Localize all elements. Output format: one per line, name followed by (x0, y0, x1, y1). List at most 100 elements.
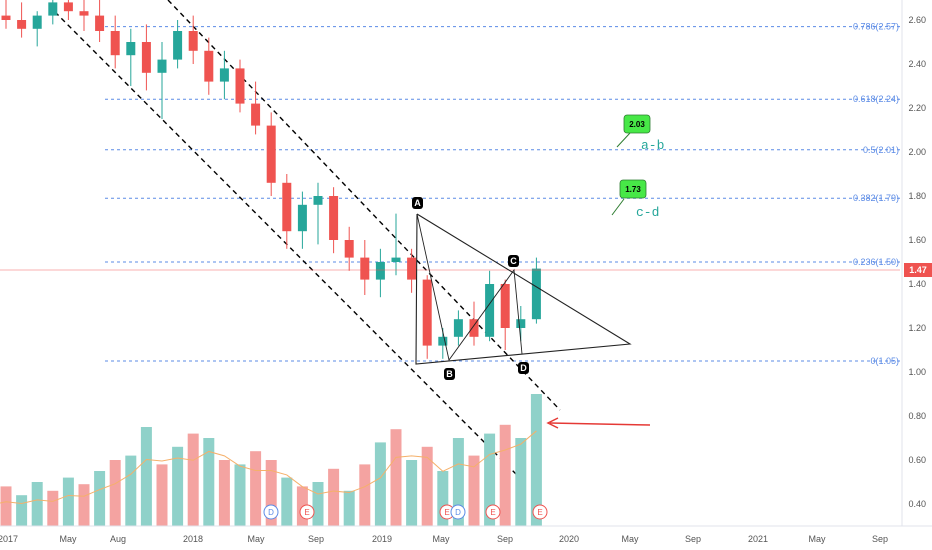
abcd-path (416, 213, 523, 362)
x-tick-label: 2020 (559, 534, 579, 544)
channel-lower-line (54, 11, 521, 479)
volume-bar (0, 486, 12, 526)
candle-body (157, 59, 167, 73)
volume-bar (515, 438, 527, 526)
candle-body (344, 240, 354, 258)
event-marker[interactable] (532, 504, 548, 520)
x-axis: 2017 May Aug 2018 May Sep 2019 May Sep 2020 May Sep… (0, 534, 888, 544)
x-tick-label: May (432, 534, 450, 544)
candle-body (516, 319, 526, 328)
y-tick-label: 1.60 (908, 235, 926, 245)
candle-body (1, 15, 11, 20)
candle-body (422, 279, 432, 346)
y-tick-label: 1.20 (908, 323, 926, 333)
volume-bar (250, 451, 262, 526)
y-tick-label: 1.40 (908, 279, 926, 289)
candle-body (79, 11, 89, 16)
wave-label-cd: c-d (636, 205, 659, 220)
event-marker-text: E (444, 508, 449, 517)
point-b-text: B (446, 369, 453, 379)
y-tick-label: 2.20 (908, 103, 926, 113)
callout-ab-text: 2.03 (629, 120, 645, 129)
candle-body (110, 31, 120, 56)
volume-bar (421, 446, 433, 526)
volume-bar (499, 424, 511, 526)
candle-body (204, 50, 214, 82)
volume-bar (31, 482, 43, 526)
volume-bar (156, 464, 168, 526)
candle-body (95, 15, 105, 31)
triangle-outline (415, 213, 632, 365)
volume-moving-average (0, 430, 537, 505)
callout-ab-pointer (616, 132, 631, 148)
candle-body (407, 257, 417, 280)
y-tick-label: 0.80 (908, 411, 926, 421)
x-tick-label: Sep (685, 534, 701, 544)
callout-ab-box (623, 114, 651, 134)
point-A-label: A (412, 197, 423, 209)
volume-bar (452, 438, 464, 526)
volume-bar (374, 442, 386, 526)
x-tick-label: Sep (872, 534, 888, 544)
event-marker-text: D (268, 508, 274, 517)
price-badge: 1.47 (904, 263, 932, 277)
x-tick-label: Sep (308, 534, 324, 544)
fib-level-label: 0(1.05) (870, 356, 899, 366)
volume-bar (343, 490, 355, 526)
point-C-label: C (508, 255, 519, 267)
arrow-head (546, 417, 559, 429)
event-marker[interactable] (299, 504, 315, 520)
x-tick-label: 2018 (183, 534, 203, 544)
candle-body (219, 68, 229, 82)
event-marker-text: E (537, 508, 542, 517)
wave-label-ab: a-b (641, 138, 664, 153)
volume-bar (265, 460, 277, 526)
candle-body (485, 284, 495, 337)
volume-bar (172, 446, 184, 526)
point-D-label: D (518, 362, 529, 374)
callout-cd-pointer (611, 198, 625, 216)
fib-level-label: 0.618(2.24) (853, 94, 899, 104)
y-tick-label: 2.60 (908, 15, 926, 25)
volume-bar (78, 484, 90, 526)
volume-bar (484, 433, 496, 526)
event-marker[interactable] (263, 504, 279, 520)
event-marker-text: D (455, 508, 461, 517)
price-badge-box (904, 263, 932, 277)
callout-cd-text: 1.73 (625, 185, 641, 194)
volume-bar (530, 394, 542, 526)
event-marker[interactable] (450, 504, 466, 520)
volume-bar (125, 455, 137, 526)
volume-bar (312, 482, 324, 526)
volume-arrow (546, 417, 651, 429)
fib-level-label: 0.5(2.01) (863, 145, 899, 155)
x-tick-label: 2017 (0, 534, 18, 544)
candle-body (63, 2, 73, 12)
candle-body (391, 257, 401, 262)
volume-bar (406, 460, 418, 526)
volume-bar (390, 429, 402, 526)
volume-bar (468, 455, 480, 526)
candle-body (329, 196, 339, 240)
descending-channel (54, 0, 561, 479)
point-c-badge (508, 255, 519, 267)
candle-body (48, 2, 58, 16)
volume-bar (234, 464, 246, 526)
volume-bar (16, 495, 28, 526)
y-tick-label: 1.80 (908, 191, 926, 201)
callout-cd: 1.73 (611, 179, 647, 216)
x-tick-label: 2019 (372, 534, 392, 544)
x-tick-label: Sep (497, 534, 513, 544)
y-tick-label: 2.40 (908, 59, 926, 69)
point-c-text: C (510, 256, 517, 266)
fib-level-label: 0.382(1.79) (853, 193, 899, 203)
channel-upper-line (167, 0, 561, 411)
volume-bar (359, 464, 371, 526)
candle-body (453, 319, 463, 337)
event-marker[interactable] (485, 504, 501, 520)
candle-body (469, 319, 479, 337)
volume-bar (62, 477, 74, 526)
volume-bar (437, 471, 449, 526)
